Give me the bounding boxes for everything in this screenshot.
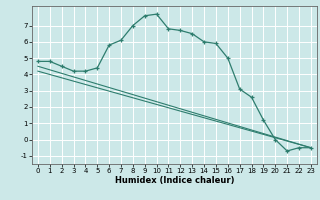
X-axis label: Humidex (Indice chaleur): Humidex (Indice chaleur) xyxy=(115,176,234,185)
